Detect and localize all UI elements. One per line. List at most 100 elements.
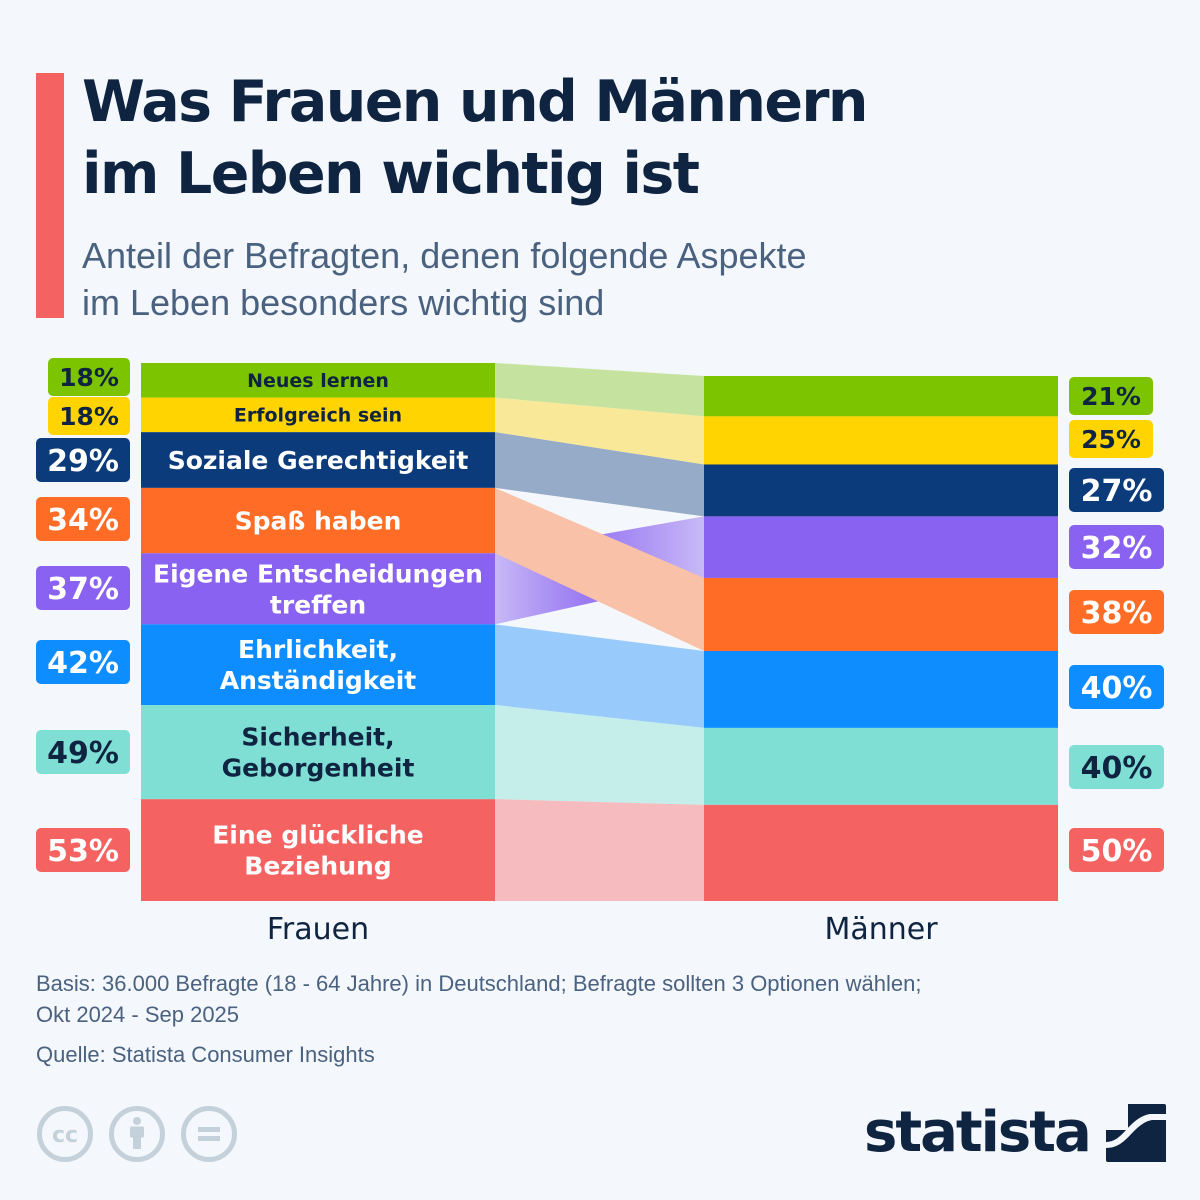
statista-logo[interactable]: statista	[864, 1103, 1166, 1163]
frauen-bars: Neues lernen Erfolgreich sein Soziale Gere…	[141, 363, 495, 901]
ribbon-chart: Neues lernen Erfolgreich sein Soziale Gere…	[36, 358, 1164, 947]
value-badge-frauen-spass-haben: 34%	[36, 497, 130, 541]
badge-value: 21%	[1081, 382, 1141, 411]
bar-maenner-soziale-gerechtigkeit	[704, 464, 1058, 517]
bar-maenner-eine-glueckliche-beziehung	[704, 804, 1058, 901]
flow-band-erfolgreich-sein	[495, 397, 704, 465]
value-badge-frauen-soziale-gerechtigkeit: 29%	[36, 438, 130, 482]
bar-frauen-spass-haben	[141, 487, 495, 554]
category-label-spass-haben: Spaß haben	[235, 507, 402, 536]
category-label-eine-glueckliche-beziehung-line-1: Eine glückliche	[212, 821, 424, 850]
value-badge-frauen-eine-glueckliche-beziehung: 53%	[36, 828, 130, 872]
badge-value: 42%	[47, 646, 119, 681]
value-badge-maenner-spass-haben: 38%	[1069, 590, 1164, 634]
badge-background	[36, 497, 130, 541]
value-badge-frauen-erfolgreich-sein: 18%	[48, 397, 130, 435]
value-badge-maenner-eigene-entscheidungen-treffen: 32%	[1069, 525, 1164, 569]
subtitle-line-1: Anteil der Befragten, denen folgende Asp…	[82, 235, 807, 276]
maenner-value-badges: 21% 25% 27% 38% 32% 40% 40% 50%	[1069, 377, 1164, 872]
badge-value: 53%	[47, 834, 119, 869]
maenner-bars	[704, 376, 1058, 901]
bar-frauen-soziale-gerechtigkeit	[141, 432, 495, 488]
badge-value: 25%	[1081, 425, 1141, 454]
bar-maenner-sicherheit-geborgenheit	[704, 727, 1058, 805]
badge-background	[48, 397, 130, 435]
badge-background	[36, 828, 130, 872]
badge-background	[36, 640, 130, 684]
value-badge-frauen-sicherheit-geborgenheit: 49%	[36, 730, 130, 774]
license-icons: cc	[36, 1105, 238, 1163]
badge-value: 29%	[47, 444, 119, 479]
title-accent-bar	[36, 73, 64, 318]
basis-note: Basis: 36.000 Befragte (18 - 64 Jahre) i…	[36, 968, 1136, 1030]
bar-maenner-neues-lernen	[704, 376, 1058, 417]
badge-value: 38%	[1081, 596, 1153, 631]
badge-value: 34%	[47, 503, 119, 538]
subtitle: Anteil der Befragten, denen folgende Asp…	[82, 232, 982, 326]
statista-wordmark: statista	[864, 1100, 1092, 1165]
badge-value: 40%	[1081, 751, 1153, 786]
badge-value: 27%	[1081, 474, 1153, 509]
bar-maenner-eigene-entscheidungen-treffen	[704, 516, 1058, 578]
category-label-eigene-entscheidungen-treffen-line-2: treffen	[270, 590, 366, 619]
value-badge-maenner-ehrlichkeit-anstaendigkeit: 40%	[1069, 665, 1164, 709]
subtitle-line-2: im Leben besonders wichtig sind	[82, 282, 605, 323]
source-note: Quelle: Statista Consumer Insights	[36, 1042, 375, 1067]
category-label-ehrlichkeit-anstaendigkeit-line-2: Anständigkeit	[220, 666, 416, 695]
badge-background	[1069, 468, 1164, 512]
badge-background	[1069, 590, 1164, 634]
badge-value: 49%	[47, 736, 119, 771]
badge-value: 50%	[1081, 834, 1153, 869]
category-label-eine-glueckliche-beziehung-line-2: Beziehung	[244, 852, 391, 881]
bar-frauen-neues-lernen	[141, 363, 495, 398]
flow-band-spass-haben	[495, 487, 704, 651]
bar-frauen-erfolgreich-sein	[141, 397, 495, 433]
flow-band-soziale-gerechtigkeit	[495, 432, 704, 517]
category-label-ehrlichkeit-anstaendigkeit-line-1: Ehrlichkeit,	[238, 635, 398, 664]
badge-background	[48, 358, 130, 396]
flow-band-sicherheit-geborgenheit	[495, 705, 704, 805]
flow-band-neues-lernen	[495, 363, 704, 417]
badge-background	[1069, 745, 1164, 789]
value-badge-frauen-eigene-entscheidungen-treffen: 37%	[36, 566, 130, 610]
frauen-value-badges: 18% 18% 29% 34% 37% 42% 49% 53%	[36, 358, 130, 872]
value-badge-maenner-neues-lernen: 21%	[1069, 377, 1153, 415]
svg-text:cc: cc	[52, 1123, 78, 1148]
category-label-sicherheit-geborgenheit-line-2: Geborgenheit	[222, 754, 415, 783]
bar-frauen-eigene-entscheidungen-treffen	[141, 553, 495, 625]
axis-label-frauen: Frauen	[267, 912, 369, 947]
flow-band-eine-glueckliche-beziehung	[495, 799, 704, 901]
bar-frauen-ehrlichkeit-anstaendigkeit	[141, 624, 495, 706]
bar-frauen-eine-glueckliche-beziehung	[141, 799, 495, 901]
badge-value: 40%	[1081, 671, 1153, 706]
title-line-1: Was Frauen und Männern	[82, 69, 869, 135]
bar-maenner-erfolgreich-sein	[704, 416, 1058, 465]
value-badge-maenner-erfolgreich-sein: 25%	[1069, 420, 1153, 458]
badge-background	[1069, 377, 1153, 415]
badge-background	[36, 566, 130, 610]
badge-background	[1069, 828, 1164, 872]
page-title: Was Frauen und Männern im Leben wichtig …	[82, 66, 1082, 210]
badge-background	[1069, 525, 1164, 569]
value-badge-frauen-neues-lernen: 18%	[48, 358, 130, 396]
value-badge-maenner-eine-glueckliche-beziehung: 50%	[1069, 828, 1164, 872]
creative-commons-icon[interactable]: cc	[36, 1105, 94, 1163]
badge-background	[36, 438, 130, 482]
badge-background	[1069, 420, 1153, 458]
title-line-2: im Leben wichtig ist	[82, 141, 700, 207]
badge-background	[36, 730, 130, 774]
bar-frauen-sicherheit-geborgenheit	[141, 705, 495, 800]
badge-value: 37%	[47, 572, 119, 607]
badge-background	[1069, 665, 1164, 709]
basis-line-1: Basis: 36.000 Befragte (18 - 64 Jahre) i…	[36, 971, 922, 996]
bar-maenner-ehrlichkeit-anstaendigkeit	[704, 651, 1058, 728]
flow-bands	[495, 363, 704, 901]
statista-logo-icon	[1105, 1104, 1166, 1162]
basis-line-2: Okt 2024 - Sep 2025	[36, 1002, 240, 1027]
category-label-soziale-gerechtigkeit: Soziale Gerechtigkeit	[168, 446, 469, 475]
category-label-sicherheit-geborgenheit-line-1: Sicherheit,	[241, 723, 394, 752]
no-derivatives-icon[interactable]	[180, 1105, 238, 1163]
badge-value: 18%	[59, 402, 119, 431]
badge-value: 18%	[59, 363, 119, 392]
attribution-icon[interactable]	[108, 1105, 166, 1163]
